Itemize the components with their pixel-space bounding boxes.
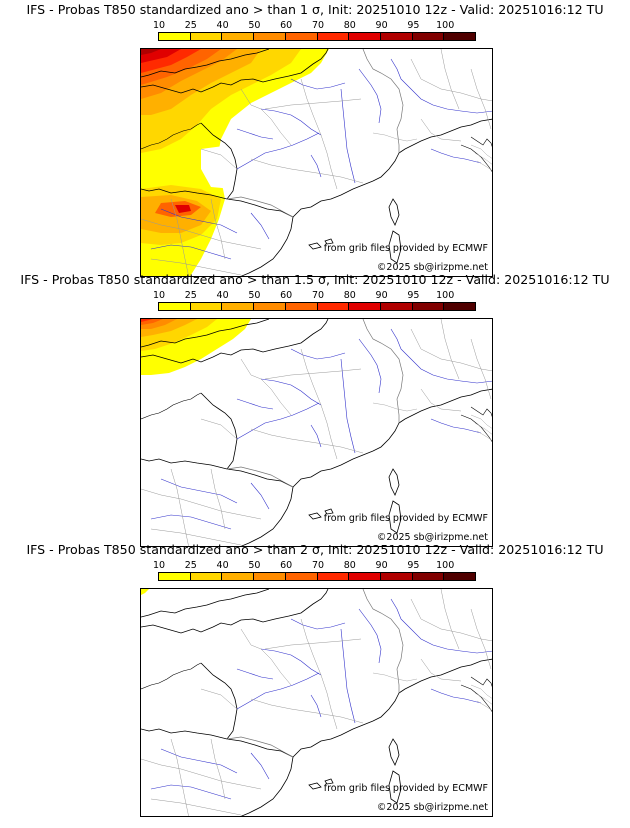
colorbar-cell	[159, 33, 191, 40]
colorbar-cell	[412, 33, 445, 40]
colorbar-label: 100	[436, 20, 455, 31]
colorbar	[158, 302, 476, 311]
colorbar-cell	[222, 573, 255, 580]
colorbar-label: 70	[311, 20, 325, 31]
colorbar-label: 80	[343, 290, 356, 301]
credit-copyright: ©2025 sb@irizpme.net	[376, 532, 488, 543]
colorbar-cell	[412, 573, 445, 580]
colorbar-label: 60	[280, 290, 293, 301]
credit-copyright: ©2025 sb@irizpme.net	[376, 262, 488, 273]
colorbar-label: 25	[184, 290, 197, 301]
colorbar-label: 95	[407, 290, 420, 301]
colorbar-label: 90	[375, 560, 388, 571]
colorbar-cell	[349, 303, 381, 310]
map-panel-2: IFS - Probas T850 standardized ano > tha…	[0, 270, 630, 547]
colorbar-cell	[317, 573, 350, 580]
panel-title: IFS - Probas T850 standardized ano > tha…	[26, 542, 604, 557]
colorbar-label: 10	[152, 290, 166, 301]
colorbar-label: 25	[184, 560, 197, 571]
colorbar-label: 10	[152, 560, 166, 571]
colorbar-cell	[412, 303, 445, 310]
colorbar-labels: 10 25 40 50 60 70 80 90 95 100	[141, 20, 501, 31]
credit-grib: from grib files provided by ECMWF	[323, 243, 488, 254]
panel-title: IFS - Probas T850 standardized ano > tha…	[26, 2, 604, 17]
colorbar-cell	[222, 33, 255, 40]
sea-area	[201, 145, 241, 189]
prob-area-10	[141, 589, 149, 595]
colorbar	[158, 32, 476, 41]
map-panel-3: IFS - Probas T850 standardized ano > tha…	[0, 540, 630, 817]
colorbar-cell	[254, 573, 286, 580]
colorbar-label: 95	[407, 20, 420, 31]
colorbar-cell	[380, 573, 413, 580]
colorbar-label: 80	[343, 20, 356, 31]
colorbar-label: 50	[248, 290, 261, 301]
colorbar-label: 80	[343, 560, 356, 571]
colorbar-cell	[349, 33, 381, 40]
colorbar-label: 50	[248, 20, 261, 31]
colorbar-label: 25	[184, 20, 197, 31]
colorbar-label: 60	[280, 20, 293, 31]
colorbar-cell	[317, 33, 350, 40]
map-panel-1: IFS - Probas T850 standardized ano > tha…	[0, 0, 630, 277]
colorbar-cell	[285, 303, 318, 310]
colorbar	[158, 572, 476, 581]
colorbar-cell	[444, 33, 476, 40]
probability-map: from grib files provided by ECMWF ©2025 …	[140, 588, 493, 817]
probability-map: from grib files provided by ECMWF ©2025 …	[140, 318, 493, 547]
colorbar-cell	[444, 573, 476, 580]
colorbar-cell	[285, 573, 318, 580]
colorbar-label: 40	[216, 560, 229, 571]
colorbar-labels: 10 25 40 50 60 70 80 90 95 100	[141, 560, 501, 571]
colorbar-label: 40	[216, 20, 229, 31]
prob-area-80b	[175, 205, 191, 213]
colorbar-label: 95	[407, 560, 420, 571]
colorbar-cell	[285, 33, 318, 40]
colorbar-cell	[380, 33, 413, 40]
credit-grib: from grib files provided by ECMWF	[323, 783, 488, 794]
colorbar-cell	[159, 303, 191, 310]
colorbar-label: 90	[375, 20, 388, 31]
colorbar-cell	[159, 573, 191, 580]
colorbar-label: 50	[248, 560, 261, 571]
colorbar-label: 70	[311, 290, 325, 301]
colorbar-label: 90	[375, 290, 388, 301]
credit-copyright: ©2025 sb@irizpme.net	[376, 802, 488, 813]
colorbar-cell	[349, 573, 381, 580]
prob-area-70	[141, 319, 153, 322]
colorbar-label: 100	[436, 560, 455, 571]
colorbar-labels: 10 25 40 50 60 70 80 90 95 100	[141, 290, 501, 301]
prob-area-90	[141, 49, 161, 55]
colorbar-cell	[444, 303, 476, 310]
colorbar-label: 60	[280, 560, 293, 571]
panel-title: IFS - Probas T850 standardized ano > tha…	[20, 272, 610, 287]
colorbar-cell	[254, 33, 286, 40]
credit-grib: from grib files provided by ECMWF	[323, 513, 488, 524]
colorbar-cell	[317, 303, 350, 310]
colorbar-cell	[380, 303, 413, 310]
colorbar-cell	[222, 303, 255, 310]
colorbar-label: 10	[152, 20, 166, 31]
colorbar-label: 70	[311, 560, 325, 571]
colorbar-cell	[190, 303, 223, 310]
colorbar-cell	[190, 33, 223, 40]
colorbar-cell	[254, 303, 286, 310]
colorbar-label: 40	[216, 290, 229, 301]
colorbar-cell	[190, 573, 223, 580]
probability-map: from grib files provided by ECMWF ©2025 …	[140, 48, 493, 277]
colorbar-label: 100	[436, 290, 455, 301]
